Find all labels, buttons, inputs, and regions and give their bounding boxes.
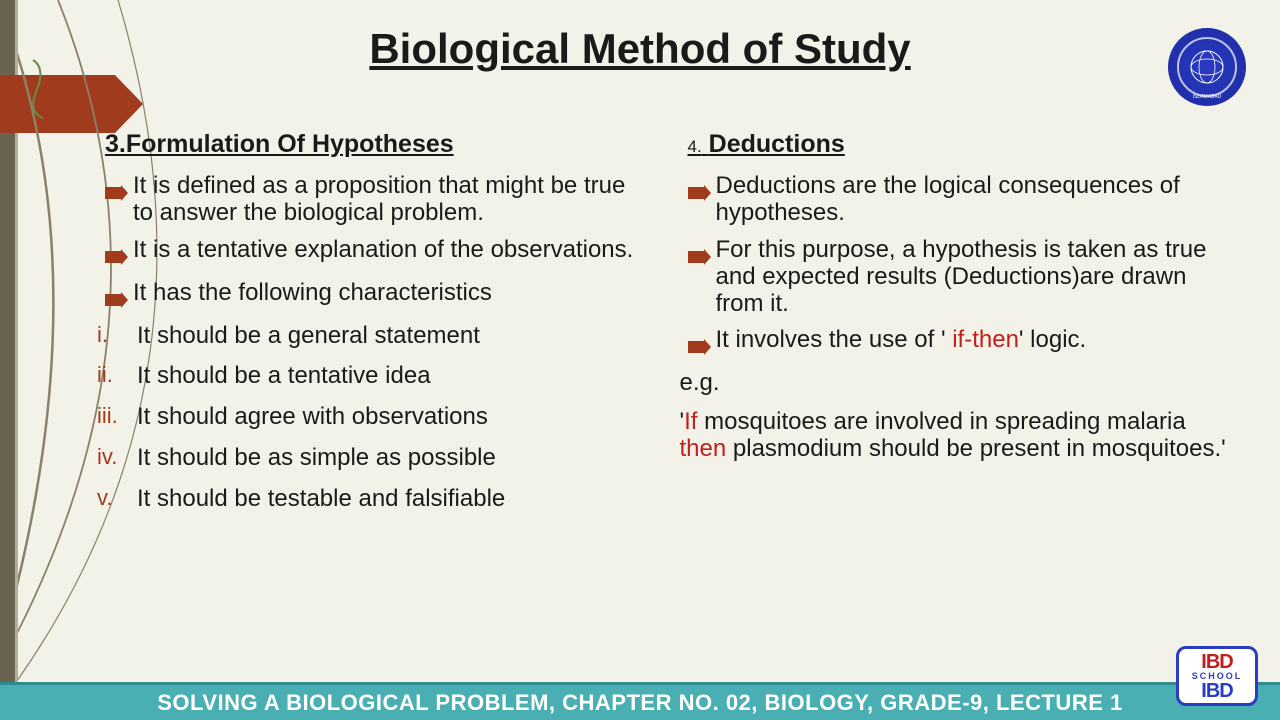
content-columns: 3.Formulation Of Hypotheses It is define… (105, 130, 1230, 640)
example-label: e.g. (680, 370, 1231, 397)
bullet-text: For this purpose, a hypothesis is taken … (716, 237, 1231, 318)
roman-numeral: iii. (97, 404, 137, 429)
roman-text: It should be testable and falsifiable (137, 486, 505, 513)
bullet-item: It is defined as a proposition that migh… (105, 173, 648, 227)
ribbon-accent (0, 75, 115, 133)
bullet-text: Deductions are the logical consequences … (716, 173, 1231, 227)
roman-text: It should agree with observations (137, 404, 488, 431)
bullet-item: Deductions are the logical consequences … (688, 173, 1231, 227)
arrow-bullet-icon (105, 173, 133, 206)
roman-numeral: v. (97, 486, 137, 511)
bullet-item: It has the following characteristics (105, 280, 648, 313)
arrow-bullet-icon (105, 237, 133, 270)
left-heading: 3.Formulation Of Hypotheses (105, 130, 648, 159)
school-logo-line3: IBD (1201, 681, 1232, 701)
arrow-bullet-icon (688, 237, 716, 270)
institution-logo: ISLAMABAD (1168, 28, 1246, 106)
roman-text: It should be a tentative idea (137, 363, 431, 390)
bullet-item: It involves the use of ' if-then' logic. (688, 327, 1231, 360)
school-logo-line1: IBD (1201, 652, 1232, 672)
roman-text: It should be as simple as possible (137, 445, 496, 472)
left-bullets: It is defined as a proposition that migh… (105, 173, 648, 313)
bullet-item: It is a tentative explanation of the obs… (105, 237, 648, 270)
roman-numeral: i. (97, 323, 137, 348)
bullet-text: It has the following characteristics (133, 280, 492, 307)
institution-logo-text: ISLAMABAD (1193, 94, 1222, 100)
bullet-item: For this purpose, a hypothesis is taken … (688, 237, 1231, 318)
roman-item: i. It should be a general statement (97, 323, 648, 350)
roman-numeral: iv. (97, 445, 137, 470)
roman-list: i. It should be a general statement ii. … (97, 323, 648, 513)
bullet-text: It is a tentative explanation of the obs… (133, 237, 633, 264)
example-text: 'If mosquitoes are involved in spreading… (680, 409, 1231, 463)
right-heading: 4. Deductions (688, 130, 1231, 159)
heading-number: 4. (688, 137, 702, 156)
arrow-bullet-icon (688, 173, 716, 206)
roman-item: v. It should be testable and falsifiable (97, 486, 648, 513)
right-column: 4. Deductions Deductions are the logical… (688, 130, 1231, 640)
roman-item: ii. It should be a tentative idea (97, 363, 648, 390)
left-column: 3.Formulation Of Hypotheses It is define… (105, 130, 648, 640)
bullet-text: It involves the use of ' if-then' logic. (716, 327, 1087, 354)
slide-title: Biological Method of Study (369, 25, 910, 73)
roman-numeral: ii. (97, 363, 137, 388)
roman-text: It should be a general statement (137, 323, 480, 350)
footer-text: SOLVING A BIOLOGICAL PROBLEM, CHAPTER NO… (157, 690, 1122, 716)
arrow-bullet-icon (688, 327, 716, 360)
roman-item: iii. It should agree with observations (97, 404, 648, 431)
arrow-bullet-icon (105, 280, 133, 313)
bullet-text: It is defined as a proposition that migh… (133, 173, 648, 227)
heading-text: Deductions (709, 130, 845, 158)
footer-bar: SOLVING A BIOLOGICAL PROBLEM, CHAPTER NO… (0, 682, 1280, 720)
school-logo: IBD SCHOOL IBD (1176, 646, 1258, 706)
roman-item: iv. It should be as simple as possible (97, 445, 648, 472)
right-bullets: Deductions are the logical consequences … (688, 173, 1231, 360)
